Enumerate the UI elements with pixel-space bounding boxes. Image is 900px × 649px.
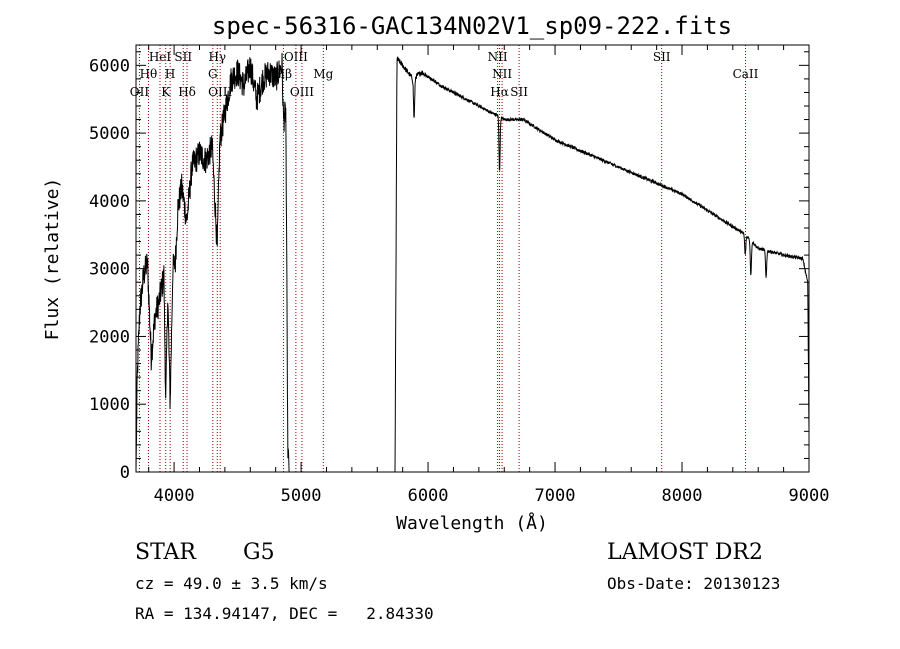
x-tick-label-4000: 4000	[154, 486, 195, 506]
line-label-19: CaII	[733, 67, 759, 81]
x-tick-label-7000: 7000	[535, 486, 576, 506]
y-tick-label-2000: 2000	[89, 327, 130, 347]
line-label-16: Hα	[490, 85, 509, 99]
x-axis-label: Wavelength (Å)	[396, 512, 548, 534]
y-tick-label-3000: 3000	[89, 260, 130, 280]
object-subclass: G5	[243, 540, 275, 565]
line-label-5: SII	[174, 50, 192, 64]
y-tick-label-6000: 6000	[89, 56, 130, 76]
y-axis-ticks	[136, 51, 809, 473]
line-label-12: OIII	[290, 85, 314, 99]
spectral-line-markers	[138, 45, 747, 472]
chart-title: spec-56316-GAC134N02V1_sp09-222.fits	[212, 12, 732, 40]
x-tick-label-9000: 9000	[789, 486, 830, 506]
line-label-14: NII	[488, 50, 508, 64]
line-label-15: NII	[492, 67, 512, 81]
line-label-3: K	[161, 85, 171, 99]
line-label-2: HeI	[149, 50, 172, 64]
line-label-18: SII	[653, 50, 671, 64]
survey-name: LAMOST DR2	[607, 540, 763, 565]
x-tick-label-6000: 6000	[408, 486, 449, 506]
y-tick-label-1000: 1000	[89, 395, 130, 415]
line-label-17: SII	[510, 85, 528, 99]
line-label-13: Mg	[313, 67, 333, 81]
coordinates: RA = 134.94147, DEC = 2.84330	[135, 604, 434, 623]
spectrum-line	[135, 52, 810, 473]
x-tick-label-8000: 8000	[662, 486, 703, 506]
obs-date: Obs-Date: 20130123	[607, 574, 781, 593]
x-axis-ticks	[148, 45, 810, 472]
y-tick-label-0: 0	[120, 463, 130, 483]
line-label-7: Hγ	[208, 50, 226, 64]
line-label-8: G	[208, 67, 218, 81]
line-label-9: OIII	[208, 85, 232, 99]
line-label-1: Hθ	[140, 67, 158, 81]
y-axis-tick-labels: 0 1000 2000 3000 4000 5000 6000	[89, 56, 130, 483]
y-tick-label-5000: 5000	[89, 124, 130, 144]
x-axis-tick-labels: 4000 5000 6000 7000 8000 9000	[154, 486, 830, 506]
line-label-11: OIII	[284, 50, 308, 64]
object-type: STAR	[135, 540, 196, 565]
x-tick-label-5000: 5000	[281, 486, 322, 506]
y-tick-label-4000: 4000	[89, 192, 130, 212]
plot-frame	[135, 44, 810, 473]
line-label-4: H	[165, 67, 175, 81]
y-axis-label: Flux (relative)	[42, 178, 63, 341]
redshift-value: cz = 49.0 ± 3.5 km/s	[135, 574, 328, 593]
spectral-line-labels: OIIHθHeIKHSIIHδHγGOIIIHβOIIIOIIIMgNIINII…	[130, 50, 759, 99]
line-label-6: Hδ	[178, 85, 196, 99]
